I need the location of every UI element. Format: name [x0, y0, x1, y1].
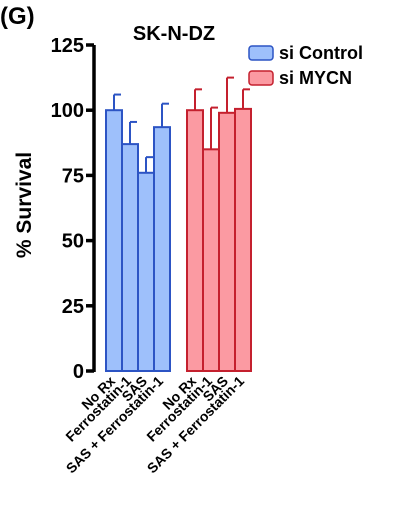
- legend-label: si Control: [279, 43, 363, 63]
- chart-title: SK-N-DZ: [133, 23, 215, 45]
- y-tick-label: 0: [73, 361, 84, 383]
- y-tick-label: 100: [51, 100, 84, 122]
- bar: [234, 107, 252, 372]
- bar: [218, 111, 236, 372]
- legend: si Control si MYCN: [248, 43, 363, 88]
- bar: [153, 126, 171, 373]
- y-tick-label: 125: [51, 35, 84, 57]
- y-tick-label: 75: [62, 165, 84, 187]
- bar: [202, 148, 220, 372]
- y-tick-label: 25: [62, 296, 84, 318]
- y-tick-label: 50: [62, 231, 84, 253]
- legend-swatch: [248, 45, 274, 61]
- bar: [105, 109, 123, 372]
- y-ticks: 0 25 50 75 100 125: [51, 35, 94, 383]
- legend-label: si MYCN: [279, 68, 352, 88]
- bar: [137, 171, 155, 372]
- bar: [121, 143, 139, 372]
- panel-label: (G): [0, 3, 35, 30]
- bars: [105, 76, 252, 373]
- bar: [186, 109, 204, 372]
- y-axis-label: % Survival: [13, 152, 36, 258]
- legend-swatch: [248, 70, 274, 86]
